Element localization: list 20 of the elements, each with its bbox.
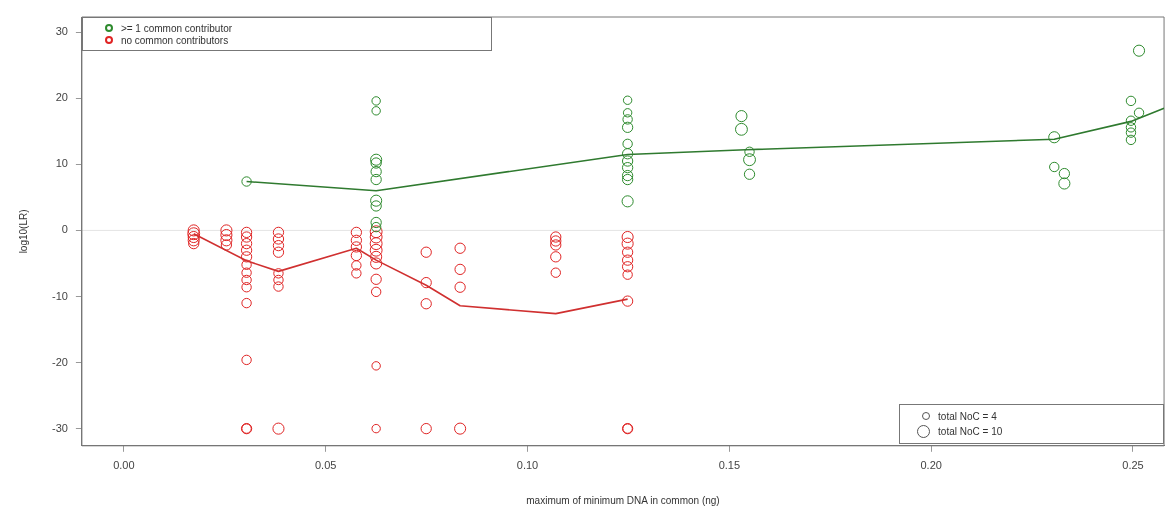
legend-label: >= 1 common contributor xyxy=(120,22,233,34)
x-tick-label: 0.20 xyxy=(920,459,942,472)
y-tick-label: 20 xyxy=(55,91,68,104)
legend-label: no common contributors xyxy=(120,34,229,46)
x-tick-label: 0.10 xyxy=(516,459,539,472)
y-axis-title: log10(LR) xyxy=(17,209,29,254)
x-axis-title: maximum of minimum DNA in common (ng) xyxy=(526,494,720,506)
size-legend: total NoC = 4 total NoC = 10 xyxy=(899,403,1165,444)
x-tick-label: 0.15 xyxy=(718,459,741,472)
x-tick-label: 0.25 xyxy=(1122,459,1144,472)
legend-label: total NoC = 4 xyxy=(938,410,997,422)
y-tick-label: -30 xyxy=(51,421,68,434)
y-tick-label: 0 xyxy=(61,223,68,236)
y-tick-label: 30 xyxy=(55,25,68,38)
legend-label: total NoC = 10 xyxy=(938,425,1003,437)
y-tick-label: -10 xyxy=(51,289,68,302)
x-tick-label: 0.00 xyxy=(113,459,135,472)
y-tick-label: -20 xyxy=(51,355,68,368)
x-tick-label: 0.05 xyxy=(314,459,337,472)
y-tick-label: 10 xyxy=(55,157,68,170)
